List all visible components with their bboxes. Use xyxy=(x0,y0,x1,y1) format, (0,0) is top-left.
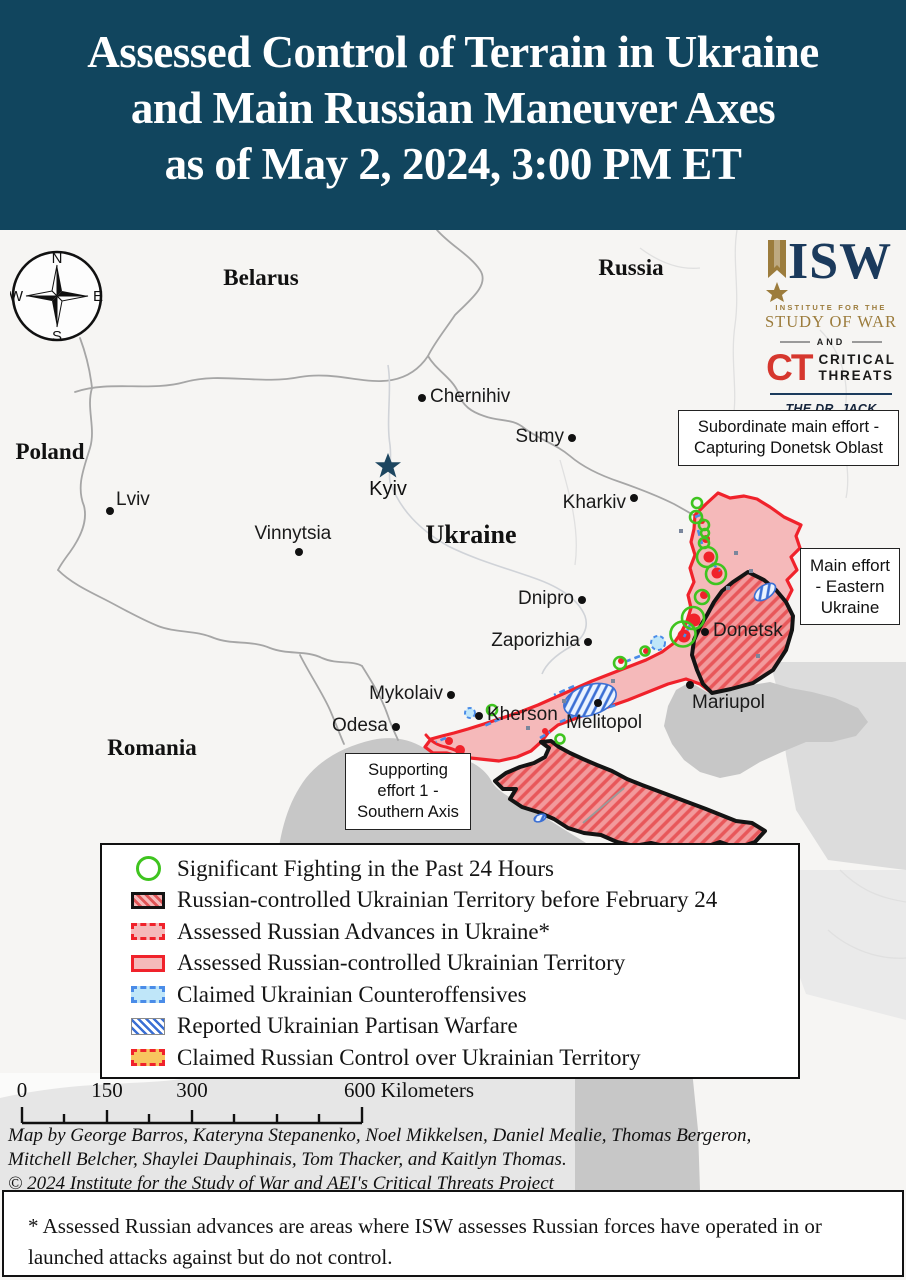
significant-fighting-swatch-icon xyxy=(135,856,161,882)
sea-of-azov xyxy=(664,682,868,778)
page-title: Assessed Control of Terrain in Ukraine a… xyxy=(0,0,906,192)
city-dot xyxy=(392,723,400,731)
russian-controlled-swatch-icon xyxy=(131,954,165,972)
city-dot xyxy=(686,681,694,689)
title-line-2: and Main Russian Maneuver Axes xyxy=(130,83,776,133)
country-borders xyxy=(57,230,696,745)
scale-tick-600: 600 Kilometers xyxy=(344,1078,475,1102)
svg-text:N: N xyxy=(52,250,63,267)
legend-item-ukrainian-counteroffensives: Claimed Ukrainian Counteroffensives xyxy=(128,979,798,1011)
callout-supporting-effort-southern-axis: Supporting effort 1 - Southern Axis xyxy=(345,753,471,830)
kyiv-star-icon xyxy=(375,453,401,478)
city-dot xyxy=(447,691,455,699)
footnote-box: * Assessed Russian advances are areas wh… xyxy=(2,1190,904,1277)
credits-line-3: © 2024 Institute for the Study of War an… xyxy=(8,1173,554,1194)
russian-advances-swatch-icon xyxy=(131,923,165,941)
city-label: Kyiv xyxy=(369,478,407,500)
svg-text:E: E xyxy=(93,288,103,305)
credits-line-2: Mitchell Belcher, Shaylei Dauphinais, To… xyxy=(8,1149,567,1170)
credits-line-1: Map by George Barros, Kateryna Stepanenk… xyxy=(8,1125,752,1146)
scale-tick-0: 0 xyxy=(16,1078,28,1102)
prewar-territory-swatch-icon xyxy=(131,891,165,909)
attribution-panel xyxy=(0,1073,575,1190)
map-legend: Significant Fighting in the Past 24 Hour… xyxy=(100,843,800,1079)
legend-item-significant-fighting: Significant Fighting in the Past 24 Hour… xyxy=(128,853,798,885)
footnote-text: * Assessed Russian advances are areas wh… xyxy=(28,1214,822,1269)
country-label-ukraine: Ukraine xyxy=(425,520,517,549)
and-divider: AND xyxy=(760,337,902,347)
isw-ribbon-icon xyxy=(766,240,788,302)
country-label-romania: Romania xyxy=(107,735,197,760)
city-dot xyxy=(106,507,114,515)
significant-fighting-circles xyxy=(485,496,728,745)
callout-main-effort-eastern-ukraine: Main effort - Eastern Ukraine xyxy=(800,548,900,625)
city-dot xyxy=(630,494,638,502)
partisan-warfare-swatch-icon xyxy=(131,1017,165,1035)
city-dot xyxy=(701,628,709,636)
counteroffensives-swatch-icon xyxy=(131,986,165,1004)
country-label-russia: Russia xyxy=(598,255,664,280)
map-title-banner: Assessed Control of Terrain in Ukraine a… xyxy=(0,0,906,230)
svg-text:S: S xyxy=(52,328,62,343)
isw-wordmark: ISW xyxy=(760,233,902,302)
title-line-1: Assessed Control of Terrain in Ukraine xyxy=(87,27,819,77)
callout-subordinate-main-effort: Subordinate main effort - Capturing Donet… xyxy=(678,410,899,466)
legend-item-russian-advances: Assessed Russian Advances in Ukraine* xyxy=(128,916,798,948)
critical-threats-label: CRITICAL THREATS xyxy=(818,352,896,383)
map-credits: Map by George Barros, Kateryna Stepanenk… xyxy=(8,1124,751,1196)
city-dot xyxy=(295,548,303,556)
city-dot xyxy=(568,434,576,442)
legend-item-claimed-russian-control: Claimed Russian Control over Ukrainian T… xyxy=(128,1042,798,1074)
city-dot xyxy=(584,638,592,646)
city-dot xyxy=(418,394,426,402)
claimed-russian-control-swatch-icon xyxy=(131,1049,165,1067)
city-dot xyxy=(578,596,586,604)
city-dot xyxy=(475,712,483,720)
isw-letters: ISW xyxy=(788,233,893,290)
dnipro-river xyxy=(387,364,587,675)
compass-rose-icon: N S E W xyxy=(9,249,104,345)
arabat-spit xyxy=(582,787,625,824)
city-dot xyxy=(594,699,602,707)
logo-divider-line xyxy=(770,393,892,395)
legend-item-partisan-warfare: Reported Ukrainian Partisan Warfare xyxy=(128,1011,798,1043)
scale-tick-300: 300 xyxy=(176,1078,208,1102)
institute-for-the-label: INSTITUTE FOR THE xyxy=(775,303,887,312)
title-line-3: as of May 2, 2024, 3:00 PM ET xyxy=(164,139,742,189)
scale-tick-150: 150 xyxy=(91,1078,123,1102)
country-label-poland: Poland xyxy=(15,439,85,464)
scale-bar xyxy=(20,1107,364,1125)
settlement-marks xyxy=(526,529,760,730)
svg-text:W: W xyxy=(10,288,24,305)
ukraine-terrain-map: N S E W ISW INSTITUTE FOR THE STUDY OF W… xyxy=(0,230,906,1194)
partisan-warfare-areas xyxy=(533,582,777,823)
legend-item-russian-controlled: Assessed Russian-controlled Ukrainian Te… xyxy=(128,948,798,980)
study-of-war-label: STUDY OF WAR xyxy=(764,312,898,331)
country-label-belarus: Belarus xyxy=(223,265,299,290)
legend-item-prewar-territory: Russian-controlled Ukrainian Territory b… xyxy=(128,885,798,917)
critical-threats-logo: CT CRITICAL THREATS xyxy=(760,347,902,388)
ct-monogram: CT xyxy=(766,347,813,388)
